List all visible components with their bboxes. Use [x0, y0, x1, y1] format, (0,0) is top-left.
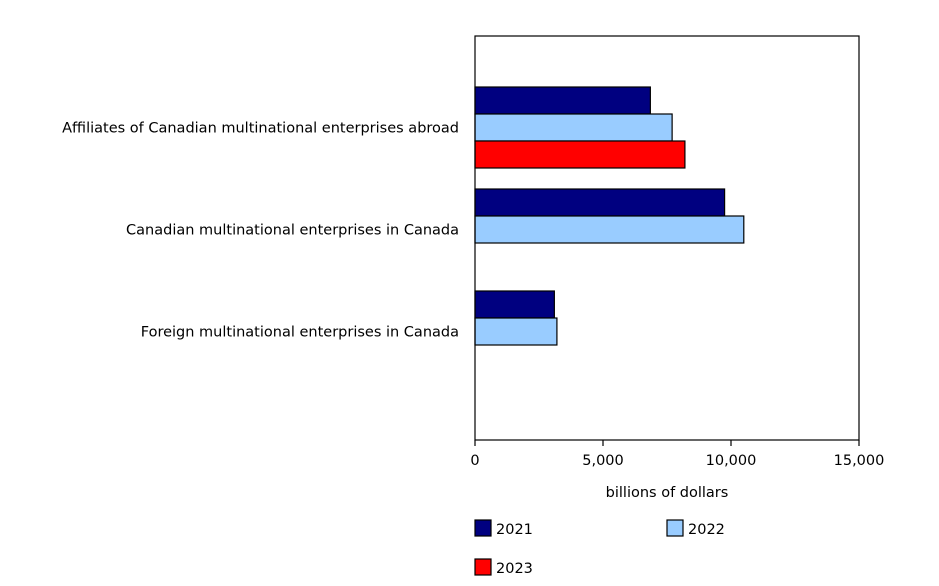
bars-group — [474, 86, 745, 346]
bar-2023-1 — [474, 140, 686, 169]
x-tick-label: 10,000 — [706, 453, 757, 469]
category-label-2: Canadian multinational enterprises in Ca… — [126, 223, 459, 239]
legend-label-2023: 2023 — [496, 561, 533, 577]
legend: 2021 2022 2023 — [474, 519, 725, 577]
x-axis-ticks: 0 5,000 10,000 15,000 — [470, 440, 884, 469]
x-axis-title: billions of dollars — [606, 485, 729, 501]
bar-2022-2 — [474, 215, 745, 244]
category-label-1: Affiliates of Canadian multinational ent… — [62, 121, 459, 137]
bar-2021-2 — [474, 188, 726, 217]
legend-swatch-2023 — [474, 558, 492, 576]
legend-swatch-2021 — [474, 519, 492, 537]
legend-label-2022: 2022 — [688, 522, 725, 538]
legend-swatch-2022 — [666, 519, 684, 537]
legend-label-2021: 2021 — [496, 522, 533, 538]
plot-area-frame — [474, 35, 860, 441]
x-tick-label: 0 — [470, 453, 479, 469]
x-tick-label: 5,000 — [582, 453, 624, 469]
bar-2022-3 — [474, 317, 558, 346]
bar-2021-1 — [474, 86, 651, 115]
bar-2022-1 — [474, 113, 673, 142]
bar-2021-3 — [474, 290, 555, 319]
category-label-3: Foreign multinational enterprises in Can… — [141, 325, 459, 341]
x-tick-label: 15,000 — [834, 453, 885, 469]
category-labels: Affiliates of Canadian multinational ent… — [62, 121, 459, 341]
